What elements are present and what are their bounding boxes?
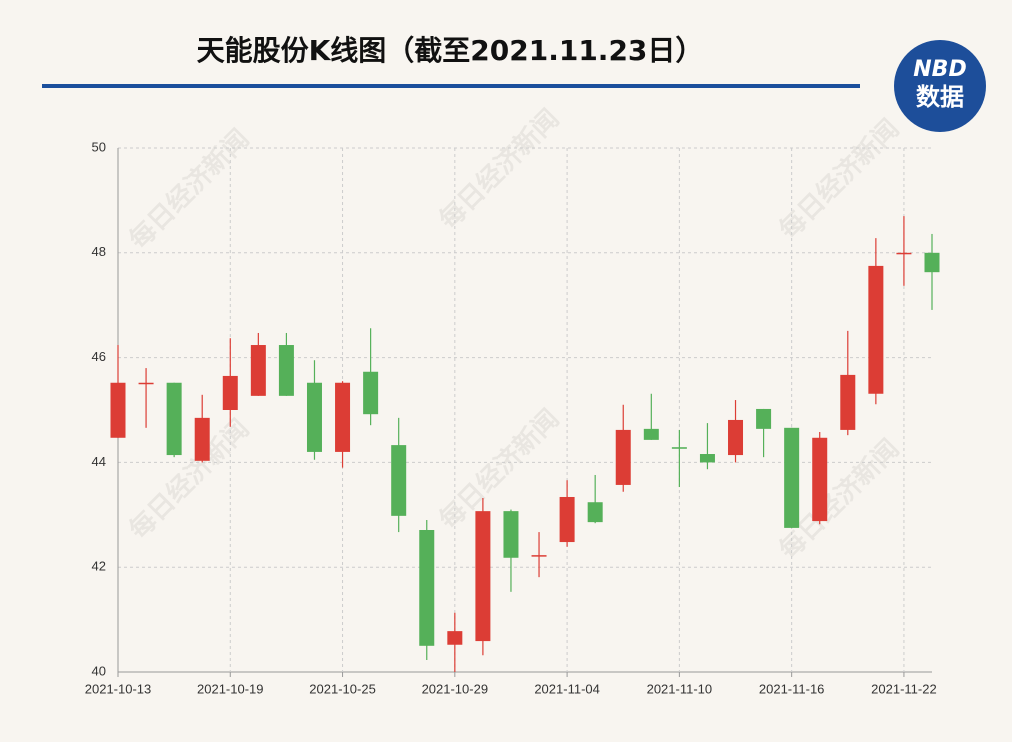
candle-body xyxy=(868,265,884,394)
logo xyxy=(894,40,986,132)
candle-body xyxy=(447,631,463,645)
candle-body xyxy=(503,511,519,558)
x-tick-label: 2021-10-25 xyxy=(309,681,376,696)
candle-body xyxy=(138,382,154,385)
candle-body xyxy=(615,429,631,485)
x-tick-label: 2021-10-19 xyxy=(197,681,264,696)
candle-body xyxy=(587,502,603,523)
y-tick-label: 46 xyxy=(92,349,106,364)
candle-body xyxy=(559,496,575,543)
x-tick-label: 2021-11-04 xyxy=(534,681,600,696)
watermark: 每日经济新闻 xyxy=(123,123,255,255)
y-tick-label: 42 xyxy=(92,559,106,574)
candle-body xyxy=(306,382,322,452)
candle-body xyxy=(194,417,210,461)
candle-body xyxy=(531,555,547,557)
title-rule xyxy=(42,84,860,88)
candle-body xyxy=(335,382,351,452)
watermark: 每日经济新闻 xyxy=(433,403,565,535)
logo-text: 数据 xyxy=(916,83,964,111)
y-tick-label: 40 xyxy=(92,663,106,678)
candle-body xyxy=(278,345,294,396)
candle-body xyxy=(475,511,491,642)
candle-body xyxy=(924,252,940,273)
x-tick-label: 2021-11-22 xyxy=(871,681,937,696)
x-tick-label: 2021-11-16 xyxy=(759,681,825,696)
candle-body xyxy=(699,454,715,463)
candle-body xyxy=(840,374,856,430)
watermark: 每日经济新闻 xyxy=(123,413,255,545)
candle-body xyxy=(896,252,912,255)
logo-text: NBD xyxy=(913,57,966,82)
candle-body xyxy=(643,428,659,440)
candle-body xyxy=(250,345,266,396)
y-tick-label: 44 xyxy=(92,454,106,469)
candle-body xyxy=(222,375,238,410)
candle-body xyxy=(756,408,772,429)
candle-body xyxy=(419,529,435,646)
x-tick-label: 2021-11-10 xyxy=(647,681,713,696)
candle-body xyxy=(391,445,407,516)
candle-body xyxy=(812,437,828,522)
watermark: 每日经济新闻 xyxy=(433,103,565,235)
candle-body xyxy=(166,382,182,456)
y-tick-label: 48 xyxy=(92,244,106,259)
candle-body xyxy=(363,371,379,415)
watermark: 每日经济新闻 xyxy=(773,113,905,245)
x-tick-label: 2021-10-29 xyxy=(422,681,489,696)
x-tick-label: 2021-10-13 xyxy=(85,681,152,696)
candle-body xyxy=(728,419,744,456)
candle-body xyxy=(784,427,800,528)
candle-body xyxy=(671,447,687,449)
y-tick-label: 50 xyxy=(92,139,106,154)
chart-title: 天能股份K线图（截至2021.11.23日） xyxy=(197,34,704,67)
candle-body xyxy=(110,382,126,438)
